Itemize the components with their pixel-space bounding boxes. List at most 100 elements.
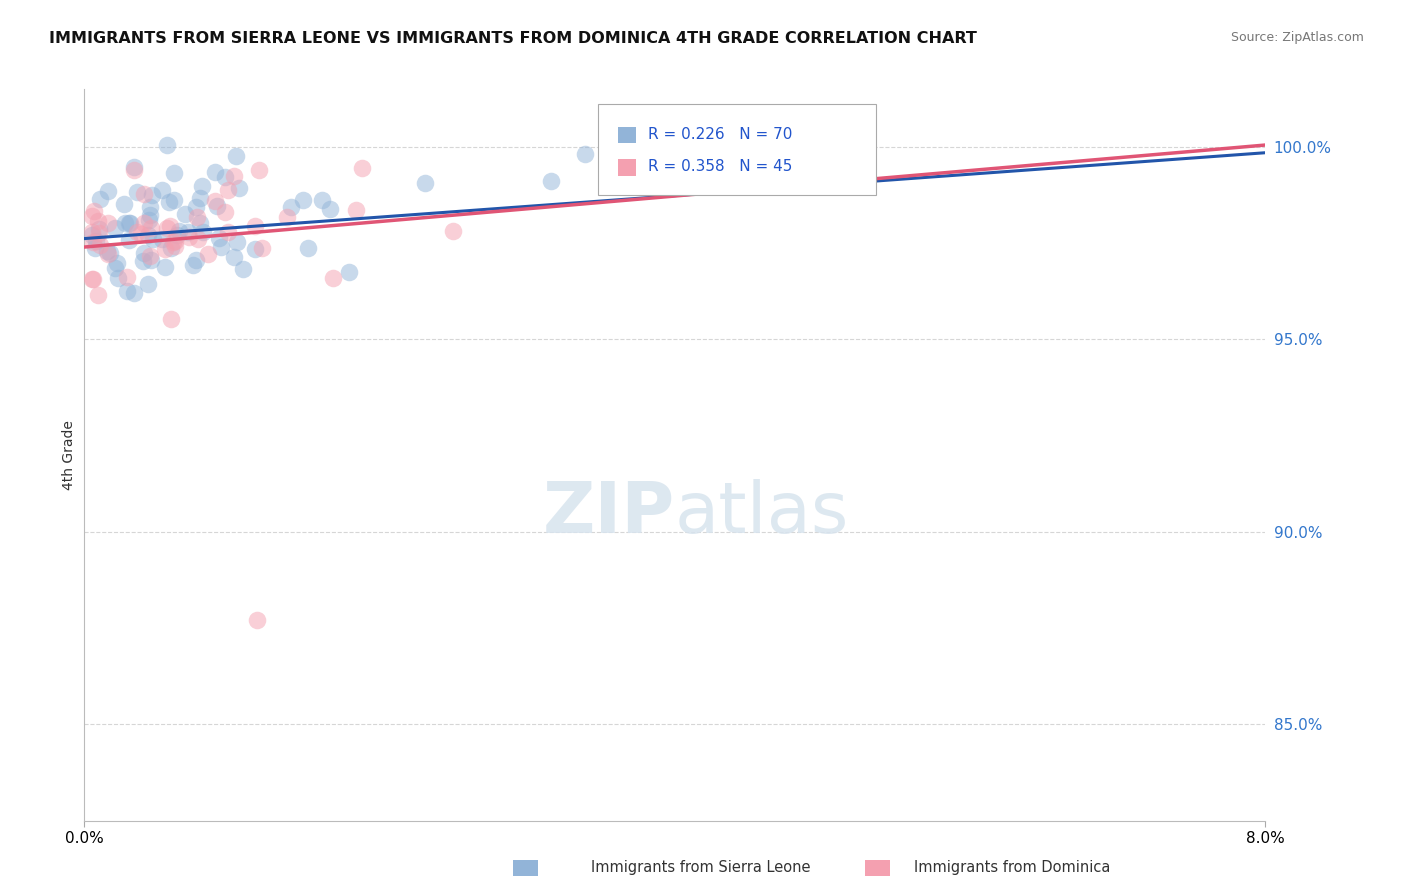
Point bbox=[132, 253, 155, 268]
Point bbox=[97, 184, 120, 198]
Point bbox=[188, 216, 211, 230]
Point bbox=[225, 235, 247, 250]
Point bbox=[163, 239, 186, 253]
Point bbox=[183, 258, 205, 272]
Point bbox=[96, 244, 118, 258]
Point bbox=[139, 252, 162, 267]
Point bbox=[205, 199, 228, 213]
Point bbox=[141, 187, 163, 202]
Point bbox=[156, 221, 179, 235]
Point bbox=[82, 272, 104, 286]
Point bbox=[80, 227, 103, 242]
Point bbox=[252, 241, 274, 255]
Point bbox=[243, 242, 266, 256]
Point bbox=[163, 234, 186, 248]
Point bbox=[217, 225, 239, 239]
Point bbox=[166, 227, 188, 242]
Point bbox=[122, 163, 145, 178]
Point bbox=[97, 215, 120, 229]
Point bbox=[574, 147, 596, 161]
Point bbox=[297, 241, 319, 255]
Point bbox=[162, 235, 184, 250]
Text: R = 0.226   N = 70: R = 0.226 N = 70 bbox=[648, 127, 793, 142]
Point bbox=[191, 179, 214, 194]
Point bbox=[150, 232, 173, 246]
Point bbox=[89, 192, 111, 206]
Point bbox=[186, 210, 208, 224]
Point bbox=[228, 180, 250, 194]
Point bbox=[173, 207, 195, 221]
Point bbox=[214, 205, 236, 219]
Point bbox=[322, 271, 344, 285]
Point bbox=[139, 221, 162, 235]
Point bbox=[98, 246, 121, 260]
Point bbox=[87, 222, 110, 236]
Point bbox=[197, 247, 219, 261]
Point bbox=[132, 186, 155, 201]
Point bbox=[150, 183, 173, 197]
Point bbox=[104, 261, 127, 276]
Point bbox=[80, 272, 103, 286]
Point bbox=[80, 209, 103, 223]
Point bbox=[344, 202, 367, 217]
Point bbox=[153, 242, 176, 256]
Point bbox=[214, 169, 236, 184]
Point bbox=[141, 232, 163, 246]
Point bbox=[280, 200, 302, 214]
Point bbox=[87, 214, 110, 228]
Point bbox=[159, 311, 181, 326]
FancyBboxPatch shape bbox=[619, 160, 637, 176]
Point bbox=[204, 165, 226, 179]
Point bbox=[125, 225, 148, 239]
Point bbox=[156, 138, 179, 153]
Point bbox=[134, 245, 156, 260]
Text: Source: ZipAtlas.com: Source: ZipAtlas.com bbox=[1230, 31, 1364, 45]
Text: IMMIGRANTS FROM SIERRA LEONE VS IMMIGRANTS FROM DOMINICA 4TH GRADE CORRELATION C: IMMIGRANTS FROM SIERRA LEONE VS IMMIGRAN… bbox=[49, 31, 977, 46]
Point bbox=[159, 219, 181, 233]
Text: ZIP: ZIP bbox=[543, 479, 675, 548]
Point bbox=[114, 216, 136, 230]
Point bbox=[139, 200, 162, 214]
Point bbox=[118, 216, 141, 230]
Point bbox=[225, 148, 247, 162]
Point bbox=[89, 238, 111, 252]
Point bbox=[209, 239, 232, 253]
Point bbox=[122, 286, 145, 301]
Point bbox=[276, 210, 298, 224]
Text: R = 0.358   N = 45: R = 0.358 N = 45 bbox=[648, 160, 793, 174]
Point bbox=[127, 185, 149, 199]
Point bbox=[104, 220, 127, 235]
Point bbox=[246, 614, 269, 628]
Point bbox=[83, 204, 105, 219]
Point bbox=[120, 216, 142, 230]
Point bbox=[134, 216, 156, 230]
Point bbox=[319, 202, 342, 216]
Point bbox=[138, 213, 160, 227]
Text: atlas: atlas bbox=[675, 479, 849, 548]
Point bbox=[139, 208, 162, 222]
Point bbox=[117, 233, 139, 247]
Point bbox=[160, 240, 183, 254]
Point bbox=[107, 271, 129, 285]
Point bbox=[311, 193, 333, 207]
Point bbox=[163, 193, 186, 207]
Text: Immigrants from Sierra Leone: Immigrants from Sierra Leone bbox=[591, 860, 810, 874]
Point bbox=[131, 227, 153, 241]
Point bbox=[222, 169, 245, 183]
Point bbox=[232, 261, 254, 276]
Point bbox=[122, 161, 145, 175]
Point bbox=[87, 226, 110, 240]
Y-axis label: 4th Grade: 4th Grade bbox=[62, 420, 76, 490]
Point bbox=[247, 163, 270, 178]
Point bbox=[540, 174, 562, 188]
Point bbox=[352, 161, 374, 176]
Point bbox=[188, 190, 211, 204]
Point bbox=[184, 253, 207, 268]
Point bbox=[187, 232, 209, 246]
Point bbox=[153, 260, 176, 275]
Point bbox=[82, 235, 104, 249]
Point bbox=[115, 270, 138, 285]
Point bbox=[136, 228, 159, 243]
Point bbox=[337, 265, 360, 279]
Point bbox=[157, 194, 180, 209]
